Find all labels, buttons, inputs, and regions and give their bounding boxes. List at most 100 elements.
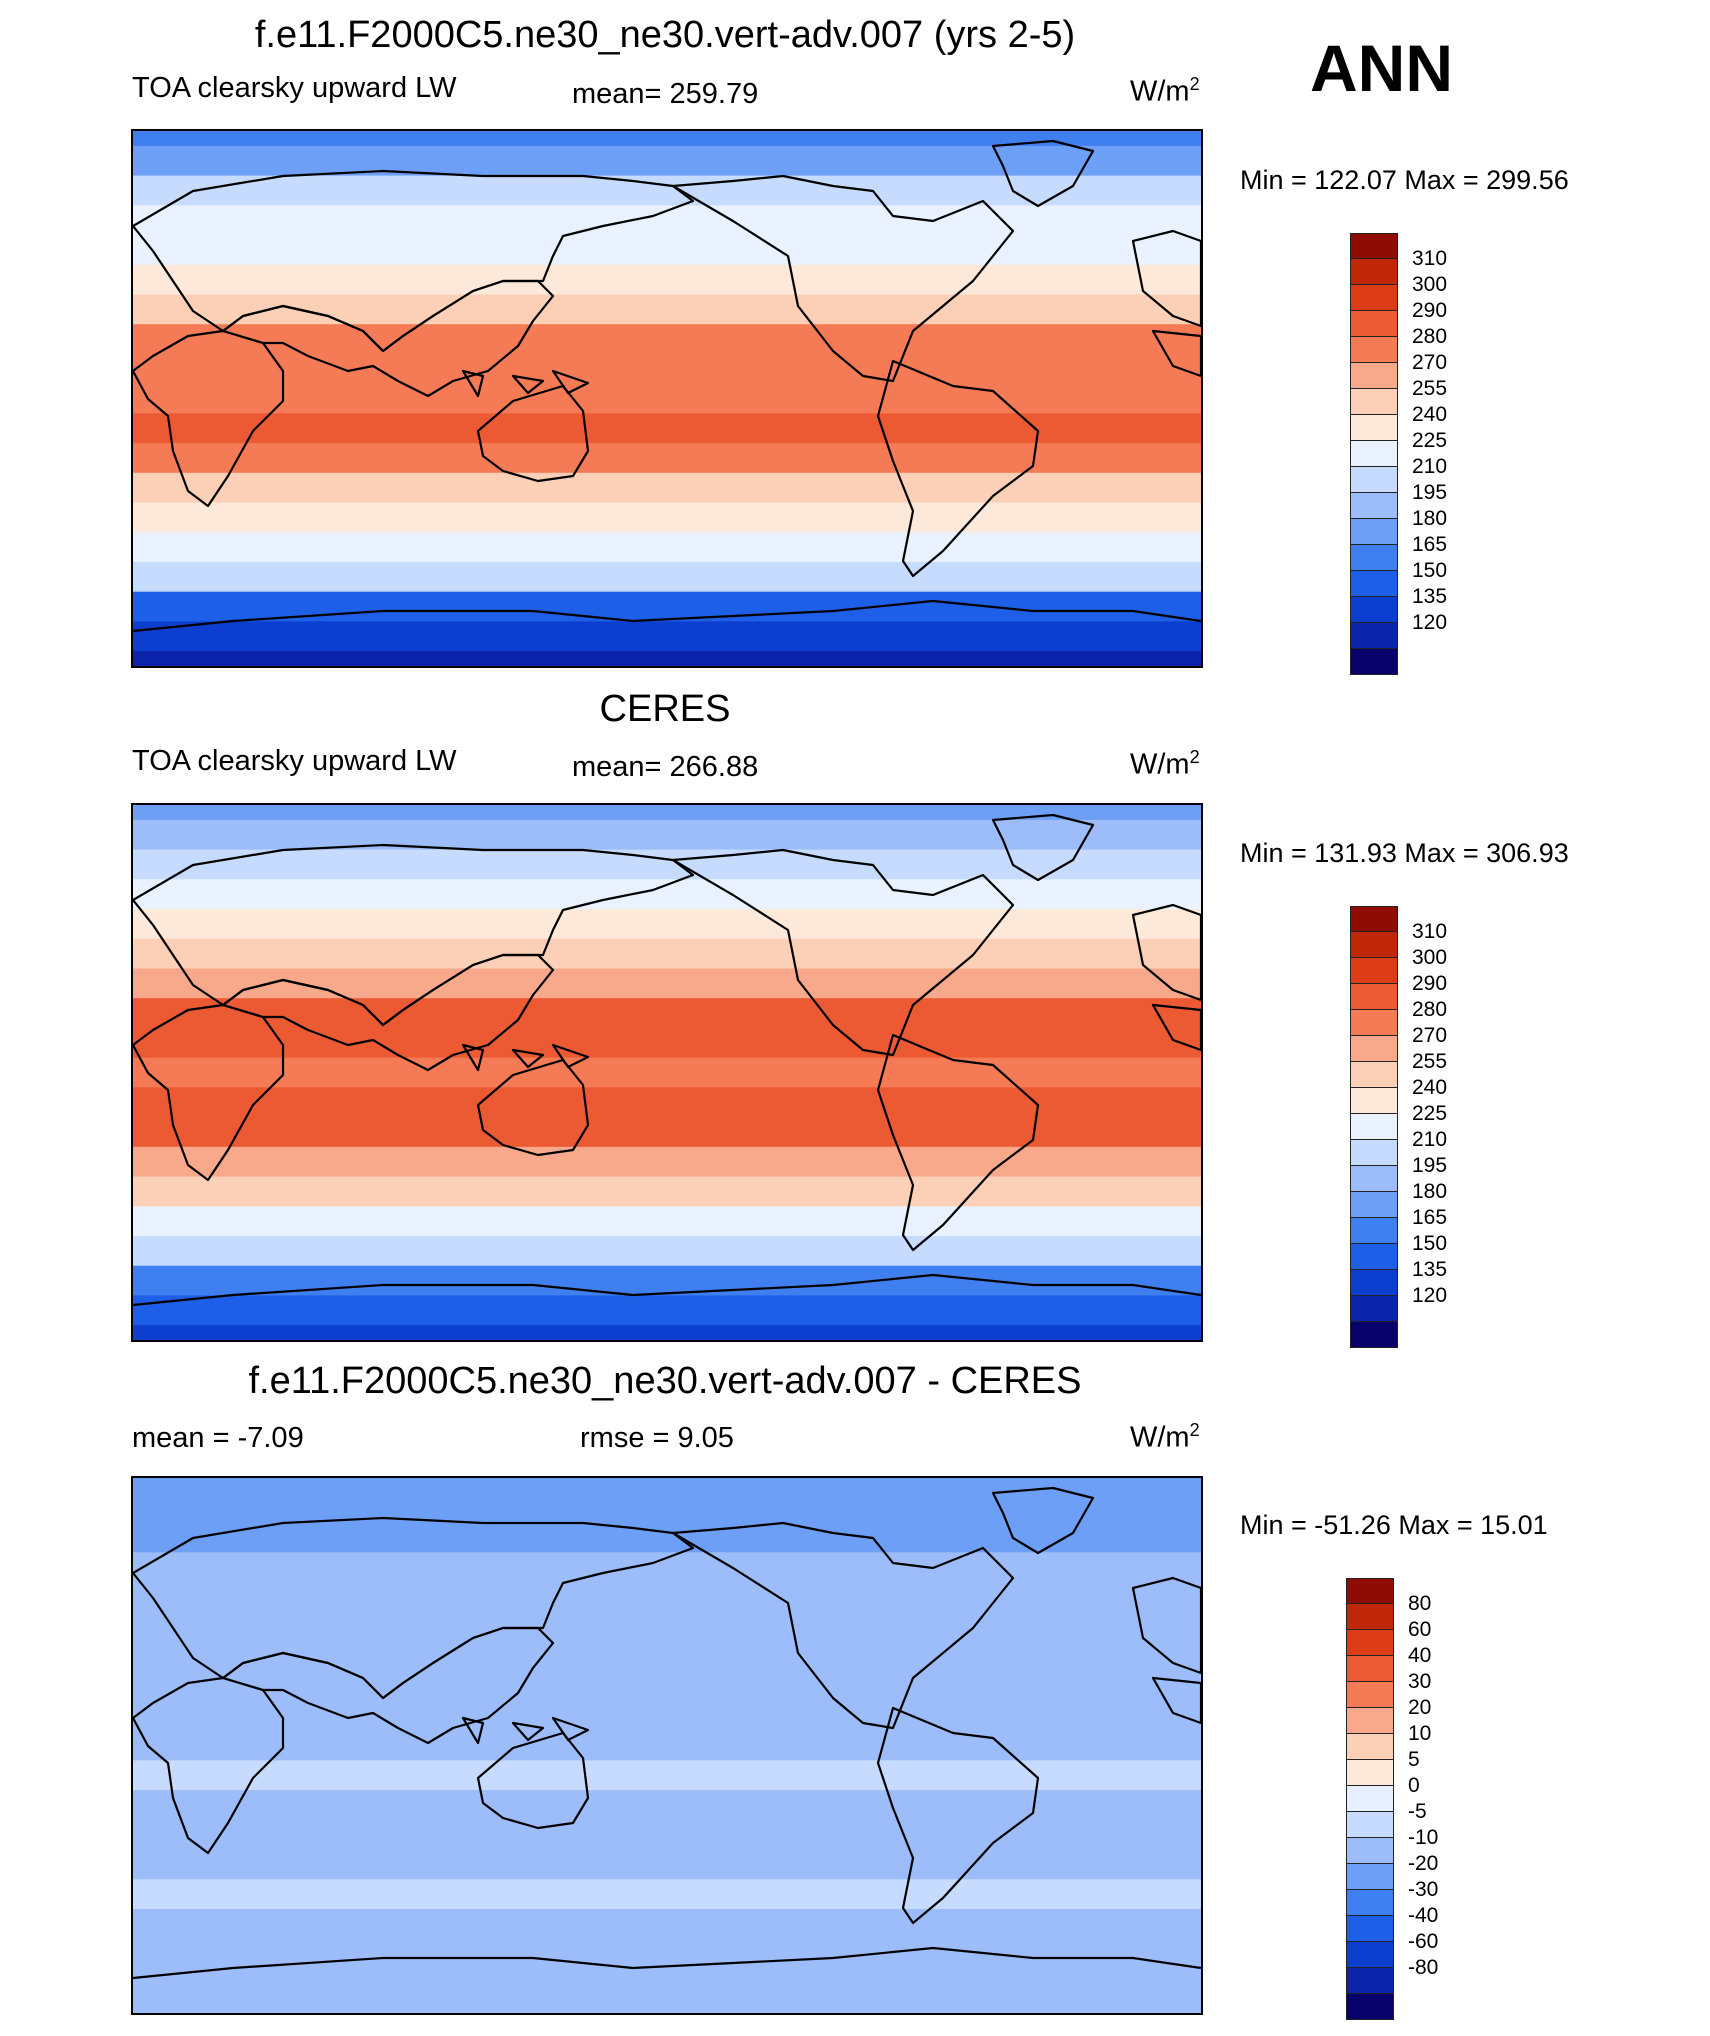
colorbar-swatch — [1350, 984, 1398, 1010]
colorbar-swatch — [1346, 1942, 1394, 1968]
colorbar-tick-label: 280 — [1412, 325, 1448, 348]
colorbar-swatch — [1350, 1192, 1398, 1218]
colorbar-tick-label: 165 — [1412, 1206, 1448, 1229]
latitude-band — [133, 1295, 1201, 1326]
latitude-band — [133, 998, 1201, 1029]
latitude-band — [133, 1760, 1201, 1791]
latitude-band — [133, 1819, 1201, 1851]
colorbar-tick-label: 195 — [1412, 481, 1448, 504]
colorbar-swatch — [1346, 1760, 1394, 1786]
colorbar-tick-label: 225 — [1412, 429, 1448, 452]
colorbar-swatch — [1350, 623, 1398, 649]
coastline-path — [991, 139, 1095, 208]
latitude-band — [133, 651, 1201, 666]
coastline-path — [476, 1731, 590, 1830]
colorbar-swatch — [1346, 1838, 1394, 1864]
colorbar-tick-label: -10 — [1408, 1826, 1439, 1849]
coastline-path — [671, 1521, 1015, 1730]
latitude-band — [133, 1206, 1201, 1237]
colorbar-swatch — [1350, 493, 1398, 519]
colorbar-swatch — [1350, 1166, 1398, 1192]
colorbar-tick-label: 290 — [1412, 299, 1448, 322]
colorbar-swatch — [1350, 545, 1398, 571]
latitude-band — [133, 353, 1201, 385]
colorbar-tick-label: 80 — [1408, 1592, 1432, 1615]
latitude-band — [133, 324, 1201, 355]
colorbar-swatch — [1350, 1036, 1398, 1062]
colorbar-swatch — [1350, 597, 1398, 623]
colorbar-tick-label: 310 — [1412, 247, 1448, 270]
coastline-path — [876, 1033, 1040, 1252]
panel-1-contour-field — [133, 131, 1201, 666]
coastline-path — [991, 1486, 1095, 1555]
latitude-band — [133, 819, 1201, 851]
panel-3-title: f.e11.F2000C5.ne30_ne30.vert-adv.007 - C… — [248, 1360, 1082, 1402]
latitude-band — [133, 968, 1201, 999]
colorbar-tick-label: 270 — [1412, 1024, 1448, 1047]
colorbar-swatch — [1350, 1270, 1398, 1296]
colorbar-swatch — [1346, 1630, 1394, 1656]
coastline-path — [1131, 1576, 1201, 1675]
colorbar-tick-label: 120 — [1412, 1284, 1448, 1307]
latitude-band — [133, 1998, 1201, 2013]
latitude-band — [133, 175, 1201, 206]
colorbar-tick-label: 255 — [1412, 377, 1448, 400]
coastline-icon — [133, 1486, 1201, 1980]
colorbar-swatch — [1350, 311, 1398, 337]
colorbar-tick-label: -20 — [1408, 1852, 1439, 1875]
panel-2-map — [131, 803, 1203, 1342]
latitude-band — [133, 1057, 1201, 1088]
coastline-path — [1131, 229, 1201, 328]
colorbar-tick-label: 310 — [1412, 920, 1448, 943]
coastline-path — [133, 329, 285, 508]
colorbar-tick-label: 210 — [1412, 1128, 1448, 1151]
colorbar-tick-label: 10 — [1408, 1722, 1432, 1745]
colorbar-tick-label: 20 — [1408, 1696, 1432, 1719]
latitude-band — [133, 145, 1201, 177]
latitude-band — [133, 294, 1201, 325]
coastline-path — [991, 813, 1095, 882]
colorbar-swatch — [1346, 1604, 1394, 1630]
colorbar-tick-label: -30 — [1408, 1878, 1439, 1901]
colorbar-swatch — [1350, 1218, 1398, 1244]
colorbar-swatch — [1350, 1244, 1398, 1270]
latitude-band — [133, 1730, 1201, 1761]
panel-3-map — [131, 1476, 1203, 2015]
coastline-path — [1151, 1676, 1201, 1725]
colorbar-tick-label: 30 — [1408, 1670, 1432, 1693]
colorbar-swatch — [1346, 1734, 1394, 1760]
coastline-path — [671, 174, 1015, 383]
coastline-path — [876, 359, 1040, 578]
coastline-icon — [133, 139, 1201, 633]
panel-1-minmax: Min = 122.07 Max = 299.56 — [1240, 165, 1569, 195]
latitude-band — [133, 1117, 1201, 1148]
latitude-band — [133, 561, 1201, 593]
colorbar-swatch — [1350, 415, 1398, 441]
coastline-path — [876, 1706, 1040, 1925]
colorbar-swatch — [1350, 958, 1398, 984]
colorbar-swatch — [1350, 1322, 1398, 1348]
panel-2-units: W/m2 — [1130, 747, 1200, 781]
colorbar-swatch — [1350, 233, 1398, 259]
coastline-path — [133, 169, 695, 353]
colorbar-tick-label: -40 — [1408, 1904, 1439, 1927]
colorbar-tick-label: 135 — [1412, 1258, 1448, 1281]
coastline-path — [461, 1716, 590, 1745]
latitude-band — [133, 1478, 1201, 1494]
coastline-path — [133, 1946, 1201, 1980]
colorbar-swatch — [1350, 519, 1398, 545]
colorbar-tick-label: 300 — [1412, 946, 1448, 969]
colorbar-swatch — [1350, 649, 1398, 675]
coastline-path — [461, 1043, 590, 1072]
latitude-band — [133, 1700, 1201, 1732]
latitude-band — [133, 621, 1201, 652]
colorbar-tick-label: 225 — [1412, 1102, 1448, 1125]
colorbar-swatch — [1346, 1578, 1394, 1604]
latitude-band — [133, 472, 1201, 504]
coastline-icon — [133, 813, 1201, 1307]
coastline-path — [133, 843, 695, 1027]
coastline-path — [133, 599, 1201, 633]
panel-2-colorbar: 310 300 290 280 270 255 240 225 210 195 180 165 150 1… — [1350, 906, 1447, 1348]
panel-1-title: f.e11.F2000C5.ne30_ne30.vert-adv.007 (yr… — [254, 14, 1076, 56]
panel-2-mean-label: mean= 266.88 — [572, 751, 759, 783]
